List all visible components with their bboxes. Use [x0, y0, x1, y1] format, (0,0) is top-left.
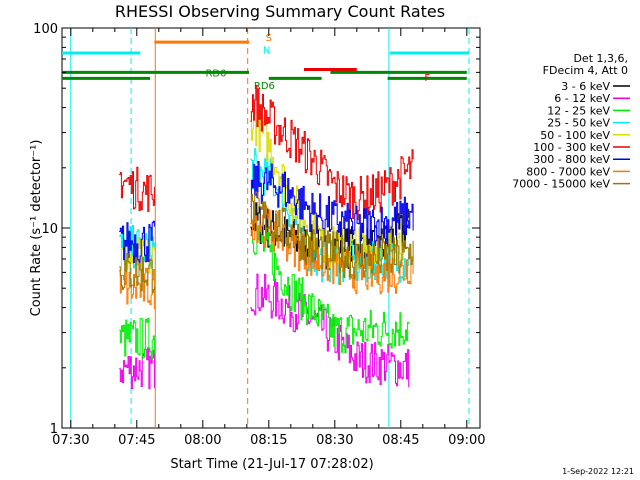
y-axis-label: Count Rate (s⁻¹ detector⁻¹)	[29, 140, 44, 317]
y-axis: 1 10 100	[33, 22, 480, 437]
legend-header-0: Det 1,3,6,	[573, 52, 628, 65]
annotation-n: N	[263, 46, 270, 57]
x-axis: 07:30 07:45 08:00 08:15 08:30 08:45 09:00	[52, 28, 486, 448]
annotation-s: S	[266, 33, 272, 44]
legend-label-3: 25 - 50 keV	[547, 117, 610, 130]
annotation-f: F	[424, 73, 430, 84]
x-tick-label-5: 08:45	[382, 433, 419, 448]
x-axis-label: Start Time (21-Jul-17 07:28:02)	[170, 457, 373, 472]
x-tick-label-3: 08:15	[250, 433, 287, 448]
series-line-2-0	[119, 318, 155, 360]
y-tick-label-1: 10	[41, 222, 58, 237]
legend-label-7: 800 - 7000 keV	[526, 165, 610, 178]
series-line-2-1	[250, 226, 410, 354]
legend-label-8: 7000 - 15000 keV	[512, 178, 610, 191]
annotation-rd0: RD0	[205, 68, 226, 79]
legend-label-5: 100 - 300 keV	[533, 141, 610, 154]
y-tick-label-0: 1	[50, 422, 58, 437]
x-tick-label-0: 07:30	[52, 433, 89, 448]
legend-label-2: 12 - 25 keV	[547, 104, 610, 117]
series-line-6-1	[250, 161, 414, 247]
series-line-8-0	[119, 253, 155, 294]
series-line-3-1	[250, 148, 410, 285]
chart-title: RHESSI Observing Summary Count Rates	[115, 2, 445, 21]
series-line-5-0	[119, 166, 155, 212]
annotation-rd6: RD6	[254, 81, 275, 92]
y-tick-label-2: 100	[33, 22, 58, 37]
x-tick-label-4: 08:30	[316, 433, 353, 448]
flag-bars	[62, 40, 469, 80]
legend-label-6: 300 - 800 keV	[533, 153, 610, 166]
legend-label-0: 3 - 6 keV	[561, 80, 610, 93]
plot-area: SN F RD0 RD6 07:30 07:45 08:00 08:15 08:30 08:45…	[33, 22, 485, 448]
flag-annotations: SN F RD0 RD6	[205, 33, 430, 92]
legend-header-1: FDecim 4, Att 0	[543, 64, 628, 77]
x-tick-label-2: 08:00	[184, 433, 221, 448]
x-tick-label-1: 07:45	[118, 433, 155, 448]
series-line-1-0	[119, 347, 155, 390]
x-tick-label-6: 09:00	[448, 433, 485, 448]
series-group	[119, 84, 414, 429]
series-line-5-1	[250, 84, 414, 221]
series-line-6-0	[119, 220, 155, 264]
legend-label-4: 50 - 100 keV	[540, 129, 610, 142]
series-line-8-1	[250, 191, 414, 279]
legend-label-1: 6 - 12 keV	[554, 92, 610, 105]
footer-timestamp: 1-Sep-2022 12:21	[562, 467, 634, 476]
